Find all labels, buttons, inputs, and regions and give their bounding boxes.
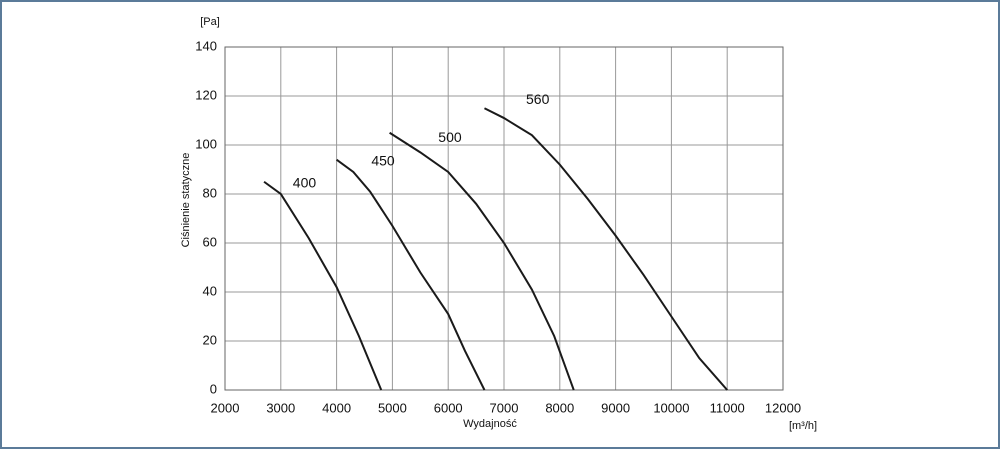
- y-unit: [Pa]: [200, 16, 220, 28]
- x-tick-label: 10000: [653, 400, 689, 415]
- y-tick-label: 100: [195, 136, 217, 151]
- y-tick-label: 120: [195, 87, 217, 102]
- x-tick-label: 12000: [765, 400, 801, 415]
- x-axis-title: Wydajność: [463, 418, 517, 430]
- y-tick-label: 140: [195, 38, 217, 53]
- x-tick-label: 2000: [211, 400, 240, 415]
- x-tick-label: 3000: [266, 400, 295, 415]
- x-tick-label: 5000: [378, 400, 407, 415]
- plot-border: [224, 46, 784, 391]
- x-tick-label: 4000: [322, 400, 351, 415]
- x-tick-label: 11000: [710, 400, 745, 415]
- x-tick-label: 8000: [545, 400, 574, 415]
- series-label: 400: [293, 175, 317, 191]
- y-tick-label: 40: [203, 283, 217, 298]
- x-tick-label: 6000: [434, 400, 463, 415]
- series-label: 500: [438, 129, 462, 145]
- x-unit: [m³/h]: [789, 420, 817, 432]
- y-tick-label: 0: [210, 381, 217, 396]
- series-label: 560: [526, 91, 550, 107]
- curve: [263, 180, 383, 391]
- x-tick-label: 7000: [490, 400, 519, 415]
- x-tick-label: 9000: [601, 400, 630, 415]
- curve: [389, 131, 575, 391]
- y-tick-label: 80: [203, 185, 217, 200]
- y-tick-label: 20: [203, 332, 217, 347]
- y-tick-label: 60: [203, 234, 217, 249]
- curve: [484, 107, 728, 391]
- curve: [336, 158, 486, 391]
- series-label: 450: [371, 153, 395, 169]
- y-axis-title: Ciśnienie statyczne: [180, 153, 192, 248]
